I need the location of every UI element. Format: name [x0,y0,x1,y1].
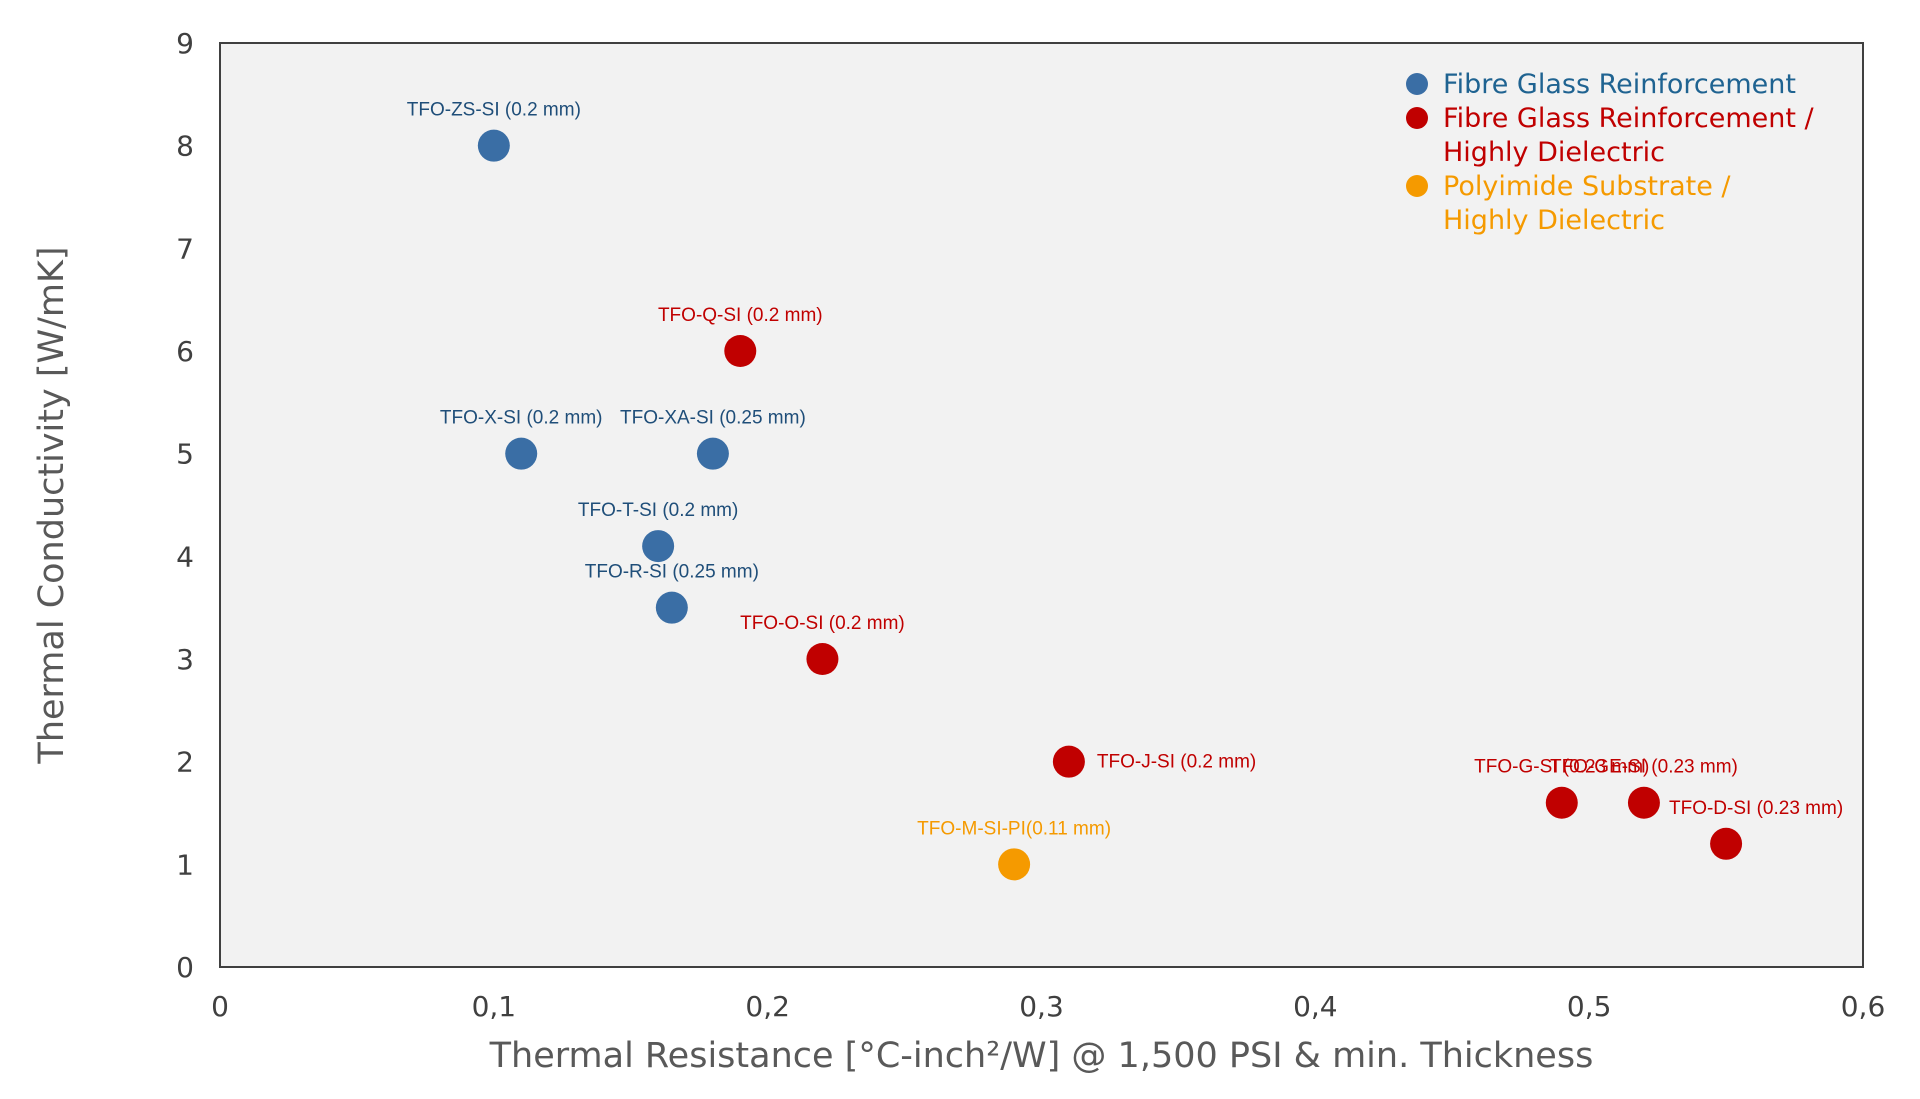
y-tick-label: 4 [176,540,194,573]
x-tick-label: 0,2 [745,990,790,1023]
y-tick-label: 6 [176,335,194,368]
x-tick-label: 0,6 [1841,990,1886,1023]
data-point [724,335,757,367]
data-label: TFO-XA-SI (0.25 mm) [620,408,806,429]
data-points: TFO-ZS-SI (0.2 mm) TFO-X-SI (0.2 mm) TFO-X… [407,100,1843,881]
data-point [1710,827,1743,860]
legend-entry: Polyimide Substrate / [1443,171,1731,202]
data-point [998,848,1031,881]
data-point [642,530,675,563]
y-axis-ticks: 0 1 2 3 4 5 6 7 8 9 [176,27,194,984]
data-label: TFO-G-SI (0.23 mm) [1474,757,1649,778]
data-label: TFO-M-SI-PI(0.11 mm) [917,818,1111,839]
legend-marker [1406,175,1428,197]
data-label: TFO-ZS-SI (0.2 mm) [407,100,581,121]
x-tick-label: 0,4 [1293,990,1338,1023]
plot-area [219,42,1864,968]
data-label: TFO-T-SI (0.2 mm) [578,500,738,521]
data-label: TFO-J-SI (0.2 mm) [1097,752,1256,773]
x-axis-title: Thermal Resistance [°C-inch²/W] @ 1,500 … [489,1036,1594,1076]
y-tick-label: 5 [176,438,194,471]
data-point [696,437,729,470]
data-point [655,591,688,624]
y-axis-title: Thermal Conductivity [W/mK] [32,246,72,764]
data-point [806,643,839,675]
data-point [477,129,510,162]
data-label: TFO-X-SI (0.2 mm) [440,408,603,429]
legend-entry: Fibre Glass Reinforcement / [1443,103,1815,134]
data-point [1627,786,1660,819]
y-tick-label: 7 [176,232,194,265]
y-tick-label: 9 [176,27,194,60]
legend-entry: Highly Dielectric [1443,137,1665,168]
legend-entry: Highly Dielectric [1443,205,1665,236]
x-axis-ticks: 0 0,1 0,2 0,3 0,4 0,5 0,6 [211,990,1885,1023]
legend-marker [1406,73,1428,95]
y-tick-label: 0 [176,951,194,984]
data-label: TFO-R-SI (0.25 mm) [585,562,759,583]
y-tick-label: 8 [176,130,194,163]
data-label: TFO-D-SI (0.23 mm) [1669,798,1843,819]
data-point [1052,745,1085,778]
y-tick-label: 1 [176,848,194,881]
data-point [1545,786,1578,819]
x-tick-label: 0 [211,990,229,1023]
legend-entry: Fibre Glass Reinforcement [1443,69,1796,100]
x-tick-label: 0,5 [1567,990,1612,1023]
data-label: TFO-GE-SI (0.23 mm) [1550,757,1738,778]
data-label: TFO-Q-SI (0.2 mm) [658,305,823,326]
data-point [505,437,538,470]
y-tick-label: 3 [176,643,194,676]
x-tick-label: 0,3 [1019,990,1064,1023]
legend-marker [1406,107,1428,129]
x-tick-label: 0,1 [472,990,517,1023]
data-label: TFO-O-SI (0.2 mm) [740,613,905,634]
y-tick-label: 2 [176,746,194,779]
